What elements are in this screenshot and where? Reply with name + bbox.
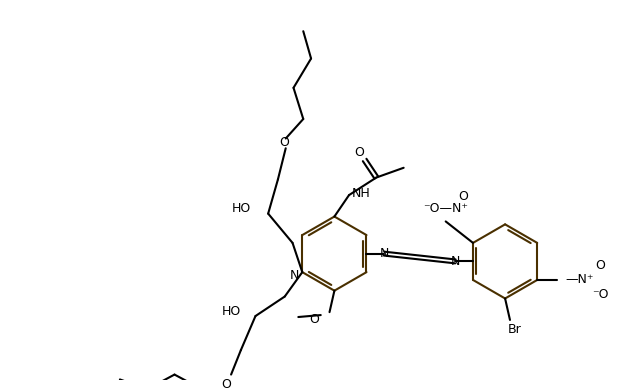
Text: HO: HO [232, 202, 251, 215]
Text: O: O [596, 259, 605, 272]
Text: N: N [379, 247, 389, 260]
Text: HO: HO [222, 305, 241, 318]
Text: O: O [458, 190, 468, 202]
Text: O: O [279, 136, 289, 149]
Text: —N⁺: —N⁺ [565, 273, 594, 286]
Text: O: O [309, 314, 319, 326]
Text: O: O [354, 146, 364, 159]
Text: ⁻O: ⁻O [592, 288, 609, 301]
Text: NH: NH [352, 187, 371, 200]
Text: O: O [221, 378, 231, 390]
Text: Br: Br [508, 323, 522, 336]
Text: N: N [290, 269, 299, 282]
Text: ⁻O—N⁺: ⁻O—N⁺ [423, 202, 468, 215]
Text: N: N [451, 255, 460, 268]
